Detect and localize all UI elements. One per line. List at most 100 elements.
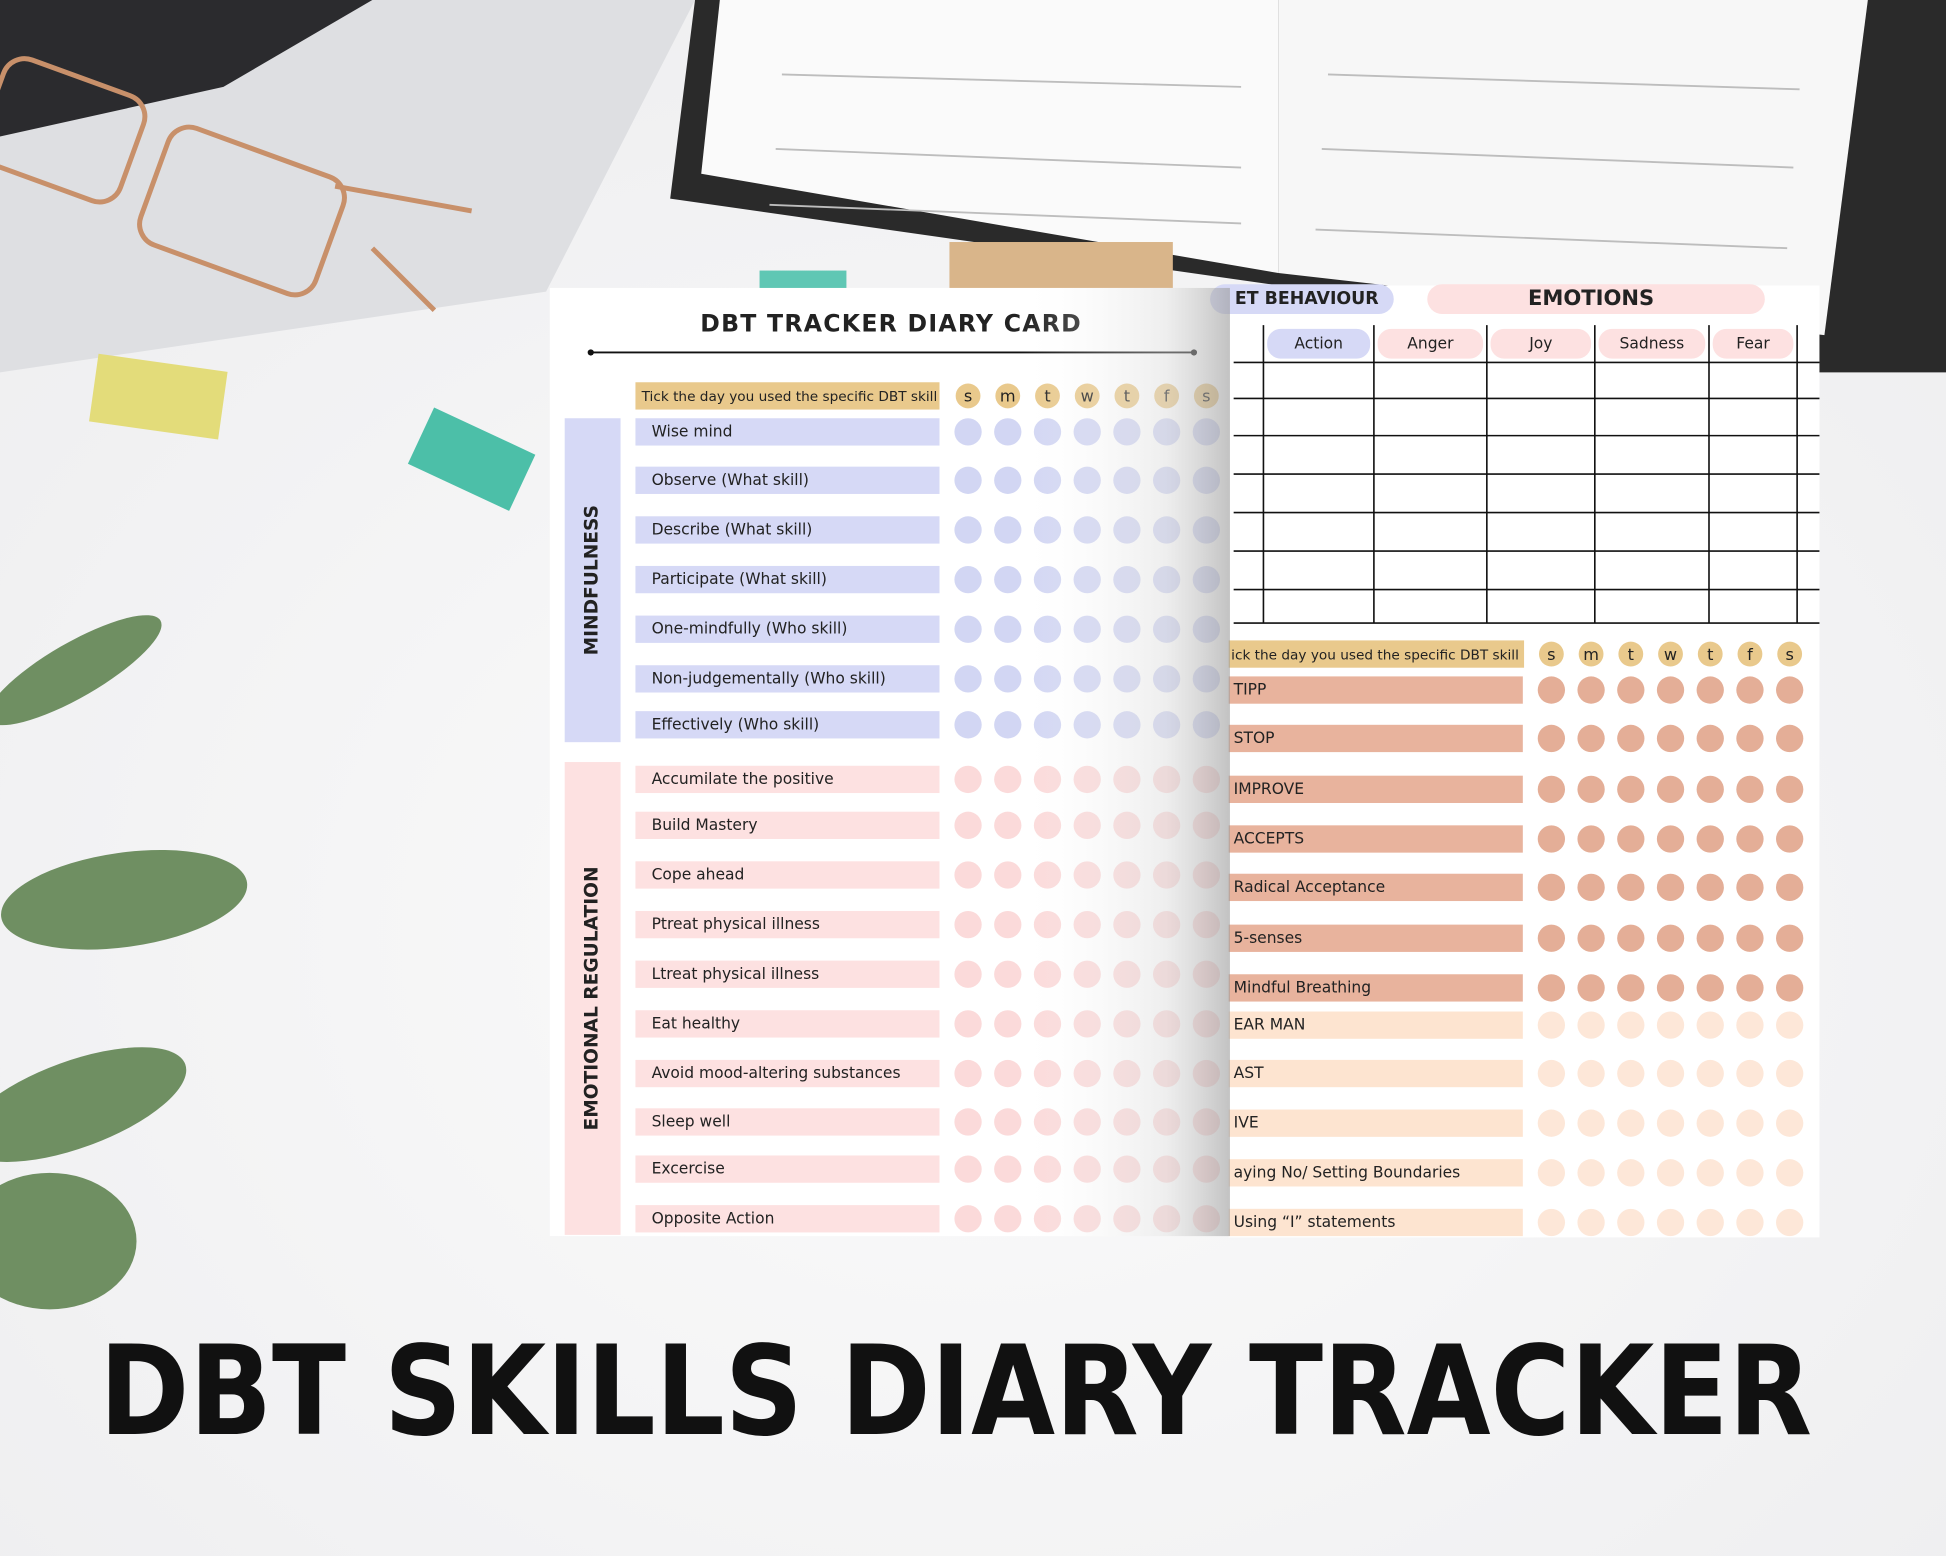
skill-bar	[635, 861, 940, 889]
skill-bar	[635, 1155, 940, 1183]
tick-circle	[954, 1059, 982, 1088]
tick-circle	[1696, 873, 1724, 902]
tick-circle	[994, 1059, 1022, 1088]
column-pill	[1598, 328, 1706, 359]
tick-circle	[1776, 825, 1804, 853]
skill-bar	[1228, 1109, 1523, 1137]
tick-circle	[1537, 724, 1566, 753]
day-badge	[1538, 641, 1564, 667]
notebook-page	[701, 0, 1279, 274]
day-badge	[1618, 641, 1644, 667]
header: ET BEHAVIOUR	[1235, 289, 1379, 309]
tick-circle	[994, 1010, 1022, 1038]
skill-label: EAR MAN	[1234, 1016, 1306, 1034]
tick-circle	[994, 665, 1022, 693]
day-letter: w	[1664, 645, 1677, 664]
tick-circle	[1617, 1011, 1645, 1039]
skill-label: Non-judgementally (Who skill)	[652, 669, 886, 687]
skill-label: Ltreat physical illness	[652, 965, 820, 983]
skill-bar	[635, 665, 940, 693]
skill-bar	[635, 516, 940, 544]
column-label: Sadness	[1620, 334, 1685, 352]
tick-circle	[1617, 676, 1645, 704]
skill-bar	[1228, 1059, 1523, 1088]
day-badge	[1697, 641, 1723, 667]
tick-circle	[1617, 724, 1645, 753]
tick-circle	[1776, 724, 1804, 753]
skill-bar	[1228, 724, 1523, 753]
day-letter: s	[1785, 645, 1793, 664]
skill-bar	[635, 711, 940, 739]
tick-circle	[1577, 676, 1605, 704]
tick-circle	[1617, 1208, 1645, 1237]
skill-label: 5-senses	[1234, 929, 1303, 947]
tick-circle	[954, 418, 982, 446]
day-badge	[1578, 641, 1604, 667]
tick-circle	[954, 910, 982, 939]
column-label: Joy	[1528, 334, 1552, 352]
column-pill	[1267, 328, 1371, 359]
tick-circle	[1696, 724, 1724, 753]
tick-circle	[1776, 676, 1804, 704]
day-letter: s	[964, 387, 972, 406]
tick-circle	[954, 1108, 982, 1136]
column-label: Action	[1294, 334, 1343, 352]
skill-bar	[1228, 873, 1523, 902]
skill-label: IVE	[1234, 1114, 1259, 1132]
skill-label: Wise mind	[652, 422, 733, 440]
day-badge	[1658, 641, 1683, 667]
skill-label: Eat healthy	[652, 1014, 741, 1032]
tick-circle	[994, 811, 1022, 839]
skill-label: Opposite Action	[652, 1209, 775, 1227]
instruction-bar	[1228, 640, 1525, 668]
tick-circle	[1696, 1159, 1724, 1187]
tick-circle	[1537, 1208, 1566, 1237]
skill-label: ACCEPTS	[1234, 829, 1304, 847]
skill-bar	[635, 765, 940, 794]
tick-circle	[994, 1205, 1022, 1233]
tick-circle	[994, 565, 1022, 594]
day-letter: m	[1583, 645, 1599, 664]
tick-circle	[994, 960, 1022, 988]
leaves	[0, 615, 248, 1310]
skill-bar	[1228, 924, 1523, 952]
tick-circle	[1577, 1059, 1605, 1088]
tick-circle	[1537, 1109, 1566, 1137]
tick-circle	[994, 765, 1022, 794]
notebook-page	[1278, 0, 1868, 336]
tick-circle	[1696, 924, 1724, 952]
tick-circle	[994, 615, 1022, 643]
tick-circle	[1736, 873, 1764, 902]
skill-label: One-mindfully (Who skill)	[652, 620, 848, 638]
instruction: ick the day you used the specific DBT sk…	[1231, 647, 1519, 663]
skill-label: STOP	[1234, 729, 1275, 747]
tick-circle	[1656, 873, 1685, 902]
skill-bar	[635, 466, 940, 494]
tick-circle	[954, 1205, 982, 1233]
section-bar	[564, 418, 621, 743]
tick-circle	[1736, 974, 1764, 1002]
tick-circle	[1736, 775, 1764, 803]
tick-circle	[1776, 1059, 1804, 1088]
tick-circle	[1736, 924, 1764, 952]
day-badge	[1777, 641, 1803, 667]
skill-bar	[635, 1205, 940, 1233]
skill-label: Participate (What skill)	[652, 570, 827, 588]
page-title: DBT TRACKER DIARY CARD	[700, 310, 1082, 338]
tick-circle	[1696, 1109, 1724, 1137]
day-badge	[995, 383, 1021, 409]
tick-circle	[1776, 1011, 1804, 1039]
day-letter: f	[1747, 645, 1753, 664]
binder-clip	[407, 407, 536, 511]
glasses	[0, 56, 473, 313]
tick-circle	[1537, 924, 1566, 952]
tick-circle	[1537, 1159, 1566, 1187]
tick-circle	[1696, 775, 1724, 803]
tick-circle	[1537, 873, 1566, 902]
skill-label: Avoid mood-altering substances	[652, 1064, 901, 1082]
section-label: EMOTIONAL REGULATION	[582, 866, 603, 1130]
notebook-lines	[769, 73, 1800, 250]
tick-circle	[954, 466, 982, 494]
tick-circle	[1696, 676, 1724, 704]
skill-label: TIPP	[1233, 681, 1267, 699]
